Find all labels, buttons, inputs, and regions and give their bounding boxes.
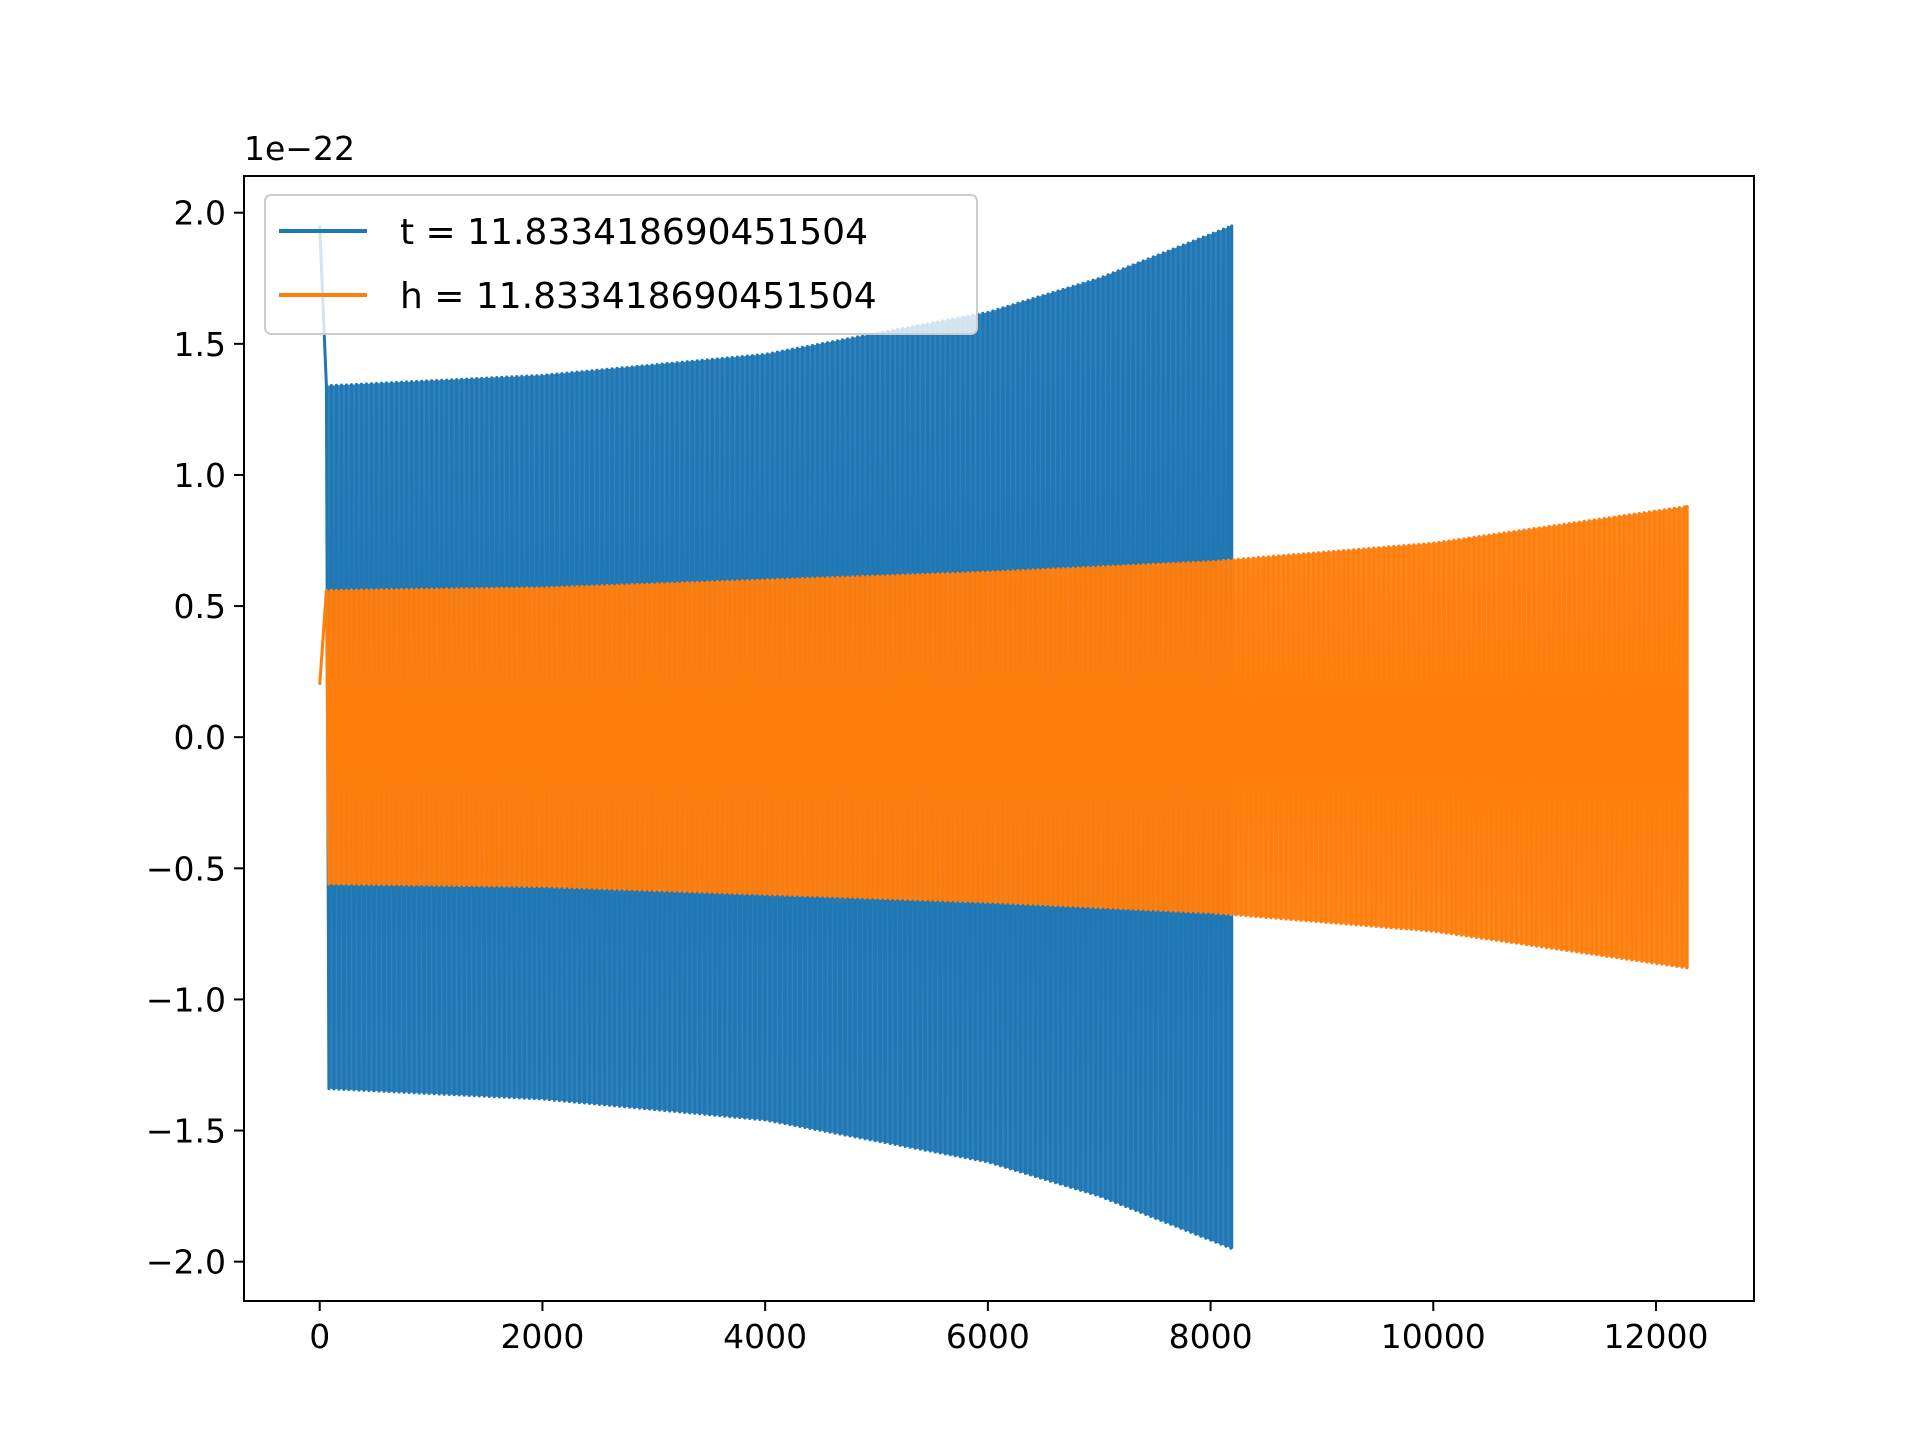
- y-tick-label: −1.0: [146, 980, 226, 1019]
- y-tick-label: −2.0: [146, 1243, 226, 1282]
- x-tick-label: 0: [309, 1317, 330, 1356]
- x-tick-label: 8000: [1169, 1317, 1253, 1356]
- x-tick-label: 10000: [1381, 1317, 1486, 1356]
- y-tick-label: 1.5: [174, 325, 226, 364]
- axes-frame: [243, 175, 1755, 1302]
- y-tick-label: 0.5: [174, 587, 226, 626]
- y-tick-label: 0.0: [174, 718, 226, 757]
- legend-box: [264, 194, 978, 335]
- x-tick-label: 6000: [946, 1317, 1030, 1356]
- x-tick-label: 12000: [1604, 1317, 1709, 1356]
- y-tick-label: 2.0: [174, 194, 226, 233]
- y-offset-label: 1e−22: [244, 129, 355, 168]
- y-tick-label: 1.0: [174, 456, 226, 495]
- y-tick-label: −0.5: [146, 849, 226, 888]
- legend-label: h = 11.833418690451504: [400, 276, 877, 317]
- x-tick-label: 4000: [723, 1317, 807, 1356]
- x-tick-label: 2000: [500, 1317, 584, 1356]
- axis-ticks: 0 2000 4000 6000 8000 10000 12000 2.0 1.5 1.0 0.5 0…: [146, 194, 1709, 1356]
- series-line: [318, 504, 1689, 970]
- legend-label: t = 11.833418690451504: [400, 212, 868, 253]
- series-h: [318, 504, 1689, 970]
- plot-area: [318, 224, 1689, 1250]
- legend: t = 11.833418690451504 h = 11.83341869045…: [264, 194, 978, 335]
- y-tick-label: −1.5: [146, 1112, 226, 1151]
